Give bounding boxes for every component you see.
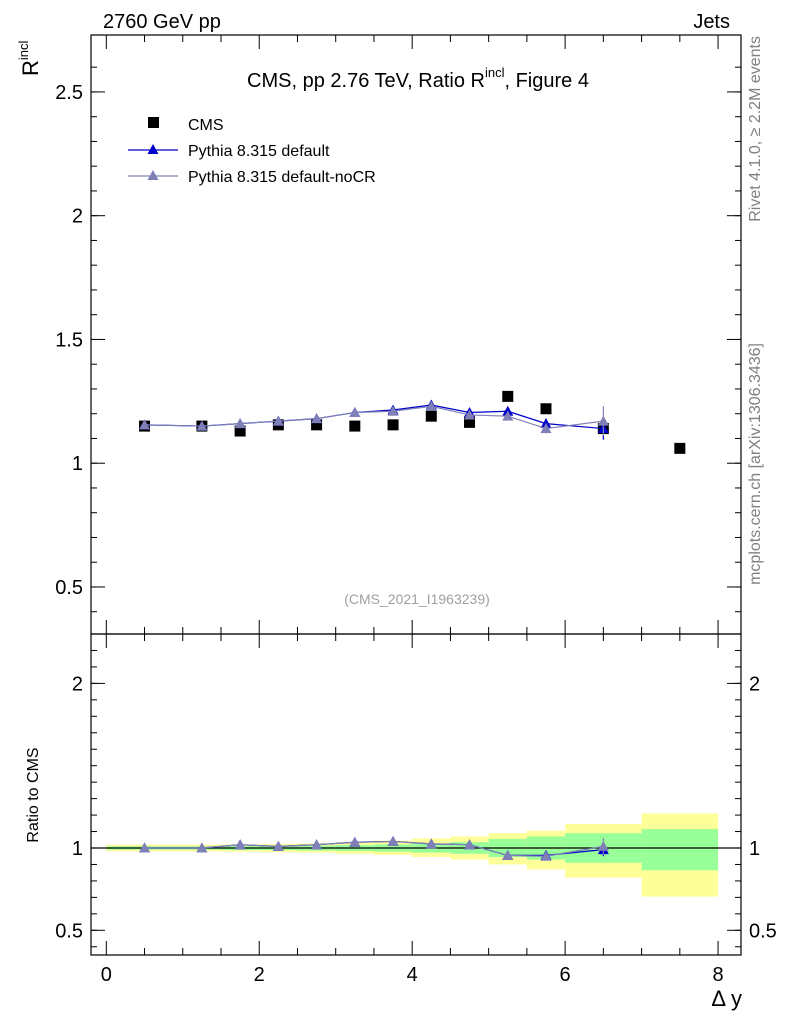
ratio-ytick-label: 2 bbox=[72, 673, 83, 695]
cms-data-point bbox=[234, 425, 246, 437]
main-ytick-label: 0.5 bbox=[55, 577, 83, 599]
ratio-frame bbox=[90, 633, 742, 956]
process-label: Jets bbox=[693, 11, 730, 33]
legend-marker-default bbox=[147, 144, 159, 154]
ratio-xtick-label: 0 bbox=[101, 964, 112, 986]
ratio-ylabel: Ratio to CMS bbox=[25, 747, 42, 842]
main-panel: 0.511.522.5 CMS, pp 2.76 TeV, Ratio Rinc… bbox=[16, 34, 742, 635]
ratio-nocr-point bbox=[540, 850, 552, 861]
nocr-point bbox=[196, 420, 208, 431]
ratio-nocr-line bbox=[144, 840, 604, 857]
ratio-nocr-point bbox=[597, 840, 609, 851]
legend-label-cms: CMS bbox=[188, 117, 224, 134]
main-ytick-label: 1.5 bbox=[55, 329, 83, 351]
legend-marker-nocr bbox=[147, 170, 159, 180]
ratio-ticks: 0.5 0.5 1 1 2 2 0 2 4 6 8 bbox=[55, 634, 777, 986]
ratio-ytick-label-right: 0.5 bbox=[749, 920, 777, 942]
legend-marker-cms bbox=[148, 117, 159, 128]
main-ylabel: Rincl bbox=[16, 40, 43, 76]
main-title: CMS, pp 2.76 TeV, Ratio Rincl, Figure 4 bbox=[247, 65, 589, 92]
ratio-bands bbox=[106, 813, 719, 897]
ratio-nocr-point bbox=[502, 849, 514, 860]
nocr-point bbox=[234, 418, 246, 429]
ratio-nocr-point bbox=[311, 839, 323, 850]
nocr-point bbox=[311, 413, 323, 424]
cms-data-point bbox=[425, 410, 437, 422]
nocr-point bbox=[272, 415, 284, 426]
main-ytick-label: 2 bbox=[72, 206, 83, 228]
legend-label-default: Pythia 8.315 default bbox=[188, 143, 330, 160]
main-ytick-label: 2.5 bbox=[55, 82, 83, 104]
ratio-nocr-point bbox=[234, 839, 246, 850]
legend: CMS Pythia 8.315 default Pythia 8.315 de… bbox=[128, 117, 376, 186]
ratio-data-layer bbox=[139, 835, 609, 861]
main-ytick-label: 1 bbox=[72, 453, 83, 475]
cms-data-point bbox=[502, 390, 514, 402]
main-title-tail: , Figure 4 bbox=[504, 70, 588, 92]
nocr-point bbox=[502, 410, 514, 421]
cms-data-point bbox=[311, 419, 323, 431]
nocr-point bbox=[425, 400, 437, 411]
analysis-id: (CMS_2021_I1963239) bbox=[344, 591, 490, 607]
main-title-sup: incl bbox=[485, 65, 505, 80]
ratio-xtick-label: 6 bbox=[560, 964, 571, 986]
nocr-point bbox=[597, 415, 609, 426]
nocr-point bbox=[387, 405, 399, 416]
cms-data-point bbox=[540, 403, 552, 415]
nocr-point bbox=[349, 406, 361, 417]
ratio-xtick-label: 4 bbox=[407, 964, 418, 986]
main-ticks: 0.5 1 1.5 2 2.5 bbox=[55, 35, 741, 634]
ratio-ytick-label-right: 2 bbox=[749, 673, 760, 695]
cms-data-point bbox=[464, 416, 476, 428]
energy-label: 2760 GeV pp bbox=[103, 11, 221, 33]
ratio-xtick-label: 8 bbox=[712, 964, 723, 986]
x-axis-label: Δ y bbox=[711, 986, 742, 1011]
ratio-nocr-point bbox=[464, 839, 476, 850]
ratio-nocr-point bbox=[349, 836, 361, 847]
main-data-layer bbox=[139, 390, 686, 454]
legend-label-nocr: Pythia 8.315 default-noCR bbox=[188, 169, 376, 186]
ratio-ytick-label: 0.5 bbox=[55, 920, 83, 942]
rivet-label: Rivet 4.1.0, ≥ 2.2M events bbox=[747, 36, 764, 222]
nocr-point bbox=[540, 423, 552, 434]
nocr-point bbox=[464, 409, 476, 420]
ratio-nocr-point bbox=[196, 842, 208, 853]
svg-text:Rincl: Rincl bbox=[16, 40, 43, 76]
ratio-ytick-label: 1 bbox=[72, 838, 83, 860]
nocr-point bbox=[139, 419, 151, 430]
cms-data-point bbox=[349, 420, 361, 432]
nocr-line bbox=[144, 405, 604, 430]
main-title-text: CMS, pp 2.76 TeV, Ratio R bbox=[247, 70, 485, 92]
cms-data-point bbox=[674, 442, 686, 454]
ratio-band-inner bbox=[641, 829, 719, 871]
main-ylabel-sup: incl bbox=[16, 40, 31, 60]
ratio-nocr-point bbox=[139, 842, 151, 853]
ratio-nocr-point bbox=[387, 835, 399, 846]
ratio-ytick-label-right: 1 bbox=[749, 838, 760, 860]
ratio-panel: 0.5 0.5 1 1 2 2 0 2 4 6 8 Ratio to CMS Δ y bbox=[25, 633, 777, 1011]
ratio-nocr-point bbox=[425, 838, 437, 849]
mcplots-label: mcplots.cern.ch [arXiv:1306.3436] bbox=[747, 343, 764, 585]
ratio-xtick-label: 2 bbox=[254, 964, 265, 986]
cms-data-point bbox=[387, 419, 399, 431]
ratio-nocr-point bbox=[272, 840, 284, 851]
main-ylabel-text: R bbox=[18, 60, 43, 76]
